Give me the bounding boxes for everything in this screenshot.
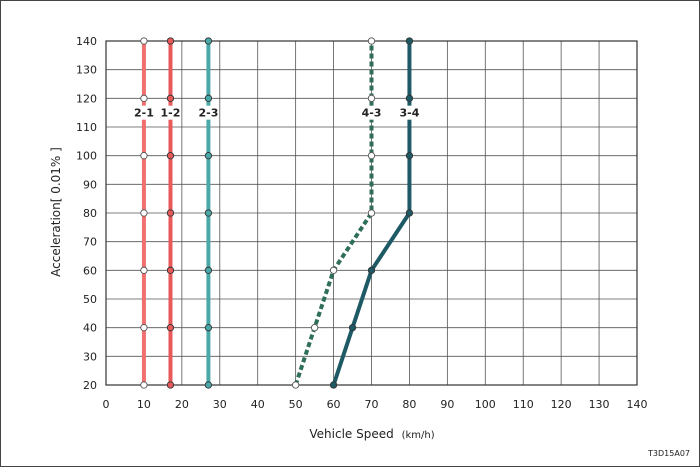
data-point	[166, 94, 175, 102]
series-label: 1-2	[161, 107, 181, 120]
series-3-4	[329, 37, 414, 389]
y-axis-label: Acceleration[ 0.01% ]	[49, 147, 63, 277]
series-label: 2-3	[198, 107, 218, 120]
x-tick-label: 140	[627, 398, 648, 411]
y-tick-label: 80	[83, 207, 97, 220]
y-tick-label: 30	[83, 350, 97, 363]
y-tick-label: 90	[83, 178, 97, 191]
x-axis-title: Vehicle Speed (km/h)	[309, 427, 434, 441]
data-point	[367, 209, 376, 217]
data-point	[140, 266, 148, 274]
data-point	[405, 152, 414, 160]
series-label-bg	[399, 105, 420, 120]
series-label-bg	[361, 105, 382, 120]
series-label-bg	[198, 105, 219, 120]
data-point	[405, 37, 414, 45]
data-point	[291, 381, 300, 389]
y-tick-label: 140	[76, 35, 97, 48]
data-point	[367, 94, 376, 102]
x-tick-label: 30	[213, 398, 227, 411]
x-tick-label: 10	[137, 398, 151, 411]
x-tick-label: 60	[327, 398, 341, 411]
x-tick-label: 50	[289, 398, 303, 411]
data-point	[166, 381, 175, 389]
series-labels: 2-1 1-2 2-3 4-3 3-4	[133, 105, 420, 120]
data-point	[329, 266, 338, 274]
data-point	[140, 152, 148, 160]
x-tick-label: 40	[251, 398, 265, 411]
data-point	[204, 37, 213, 45]
data-point	[367, 266, 376, 274]
y-axis-ticks: 20 30 40 50 60 70 80 90 100 110 120 130 140	[76, 35, 97, 392]
data-point	[204, 324, 213, 332]
x-axis-unit: (km/h)	[402, 430, 435, 441]
data-point	[329, 381, 338, 389]
x-tick-label: 0	[103, 398, 110, 411]
y-tick-label: 50	[83, 293, 97, 306]
data-point	[367, 152, 376, 160]
series-label-bg	[160, 105, 181, 120]
y-tick-label: 120	[76, 92, 97, 105]
data-point	[348, 324, 357, 332]
series-2-1	[140, 37, 148, 389]
data-point	[405, 94, 414, 102]
series-group	[140, 37, 414, 389]
x-axis-label: Vehicle Speed	[309, 427, 393, 441]
data-point	[204, 209, 213, 217]
data-point	[204, 266, 213, 274]
x-tick-label: 80	[402, 398, 416, 411]
data-point	[140, 324, 148, 332]
y-tick-label: 110	[76, 121, 97, 134]
series-label: 4-3	[362, 107, 382, 120]
data-point	[140, 94, 148, 102]
data-point	[166, 37, 175, 45]
data-point	[367, 37, 376, 45]
series-1-2	[166, 37, 175, 389]
y-tick-label: 100	[76, 150, 97, 163]
series-label-bg	[133, 105, 154, 120]
figure-code: T3D15A07	[647, 449, 690, 458]
y-tick-label: 70	[83, 236, 97, 249]
data-point	[204, 94, 213, 102]
data-point	[140, 37, 148, 45]
x-tick-label: 120	[551, 398, 572, 411]
x-tick-label: 90	[440, 398, 454, 411]
series-2-3	[204, 37, 213, 389]
x-tick-label: 100	[475, 398, 496, 411]
x-tick-label: 110	[513, 398, 534, 411]
data-point	[166, 266, 175, 274]
data-point	[310, 324, 319, 332]
data-point	[204, 152, 213, 160]
data-point	[204, 381, 213, 389]
x-tick-label: 70	[365, 398, 379, 411]
x-tick-label: 130	[589, 398, 610, 411]
data-point	[166, 152, 175, 160]
series-label: 3-4	[399, 107, 419, 120]
series-label: 2-1	[134, 107, 154, 120]
series-4-3	[291, 37, 376, 389]
data-point	[140, 381, 148, 389]
y-tick-label: 130	[76, 64, 97, 77]
data-point	[140, 209, 148, 217]
x-tick-label: 20	[175, 398, 189, 411]
y-tick-label: 40	[83, 322, 97, 335]
y-tick-label: 20	[83, 379, 97, 392]
data-point	[166, 209, 175, 217]
data-point	[166, 324, 175, 332]
data-point	[405, 209, 414, 217]
x-axis-ticks: 0 10 20 30 40 50 60 70 80 90 100 110 120 130 140	[103, 398, 648, 411]
y-tick-label: 60	[83, 264, 97, 277]
